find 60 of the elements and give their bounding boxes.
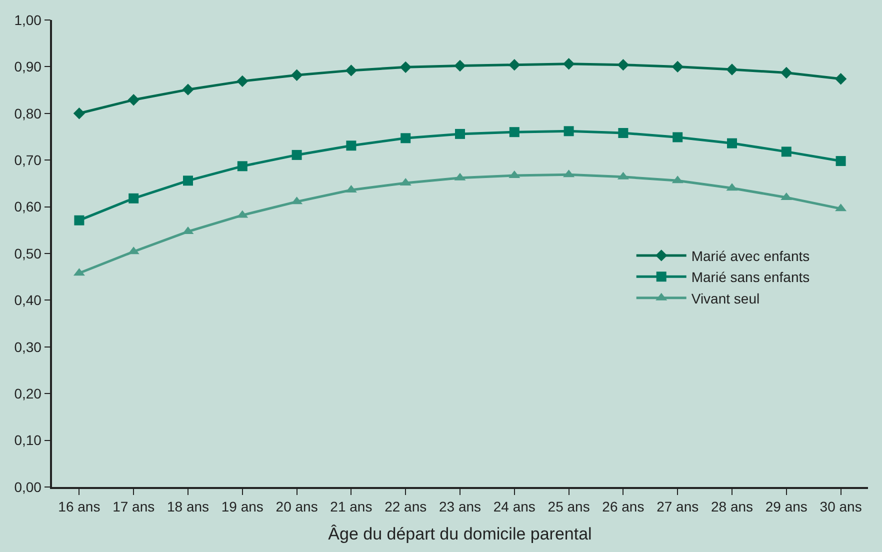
x-tick-label: 16 ans <box>58 498 100 515</box>
point <box>73 108 86 120</box>
point <box>346 140 356 151</box>
legend-label: Marié sans enfants <box>691 269 810 286</box>
point <box>292 150 302 160</box>
point <box>237 161 248 172</box>
point <box>781 146 792 157</box>
x-tick-label: 18 ans <box>166 498 210 515</box>
point <box>400 133 411 144</box>
y-tick-label: 0,20 <box>14 386 42 402</box>
x-tick-label: 25 ans <box>548 498 590 515</box>
x-axis-title: Âge du départ du domicile parental <box>328 524 592 544</box>
legend-label: Vivant seul <box>691 290 760 306</box>
y-tick-label: 0,00 <box>14 478 42 495</box>
point <box>236 75 248 88</box>
y-tick-label: 0,70 <box>14 152 42 168</box>
x-tick-label: 17 ans <box>112 498 155 515</box>
point <box>726 64 738 76</box>
y-tick-label: 1,00 <box>14 12 42 28</box>
point <box>834 72 847 85</box>
point <box>182 84 194 96</box>
x-tick-label: 26 ans <box>602 498 644 515</box>
point <box>128 94 140 106</box>
point <box>727 138 737 148</box>
point <box>508 58 520 71</box>
point <box>509 127 520 138</box>
x-tick-label: 29 ans <box>765 498 808 515</box>
x-tick-label: 27 ans <box>656 498 699 515</box>
x-tick-label: 30 ans <box>820 498 862 515</box>
x-tick-label: 20 ans <box>276 498 318 515</box>
y-tick-label: 0,60 <box>14 198 42 215</box>
point <box>455 128 465 139</box>
y-tick-label: 0,80 <box>14 105 42 122</box>
x-tick-label: 19 ans <box>221 498 264 515</box>
point <box>672 132 683 142</box>
legend-label: Marié avec enfants <box>691 248 810 264</box>
point <box>74 215 84 226</box>
x-tick-label: 23 ans <box>438 498 482 515</box>
point <box>780 66 792 79</box>
point <box>836 156 846 166</box>
point <box>128 193 139 204</box>
x-tick-label: 28 ans <box>710 498 754 515</box>
point <box>454 60 466 72</box>
point <box>672 60 684 73</box>
x-tick-label: 22 ans <box>384 498 427 515</box>
point <box>400 61 412 74</box>
y-tick-label: 0,10 <box>14 432 42 448</box>
point <box>617 58 630 71</box>
x-tick-label: 21 ans <box>330 498 372 515</box>
point <box>562 58 575 70</box>
y-tick-label: 0,30 <box>14 338 42 355</box>
x-tick-label: 24 ans <box>493 498 536 515</box>
y-tick-label: 0,50 <box>14 245 42 262</box>
point <box>564 126 574 136</box>
y-tick-label: 0,40 <box>14 292 42 308</box>
point <box>618 128 628 138</box>
y-tick-label: 0,90 <box>14 58 42 75</box>
point <box>345 64 358 76</box>
point <box>183 176 193 186</box>
point <box>290 69 303 81</box>
